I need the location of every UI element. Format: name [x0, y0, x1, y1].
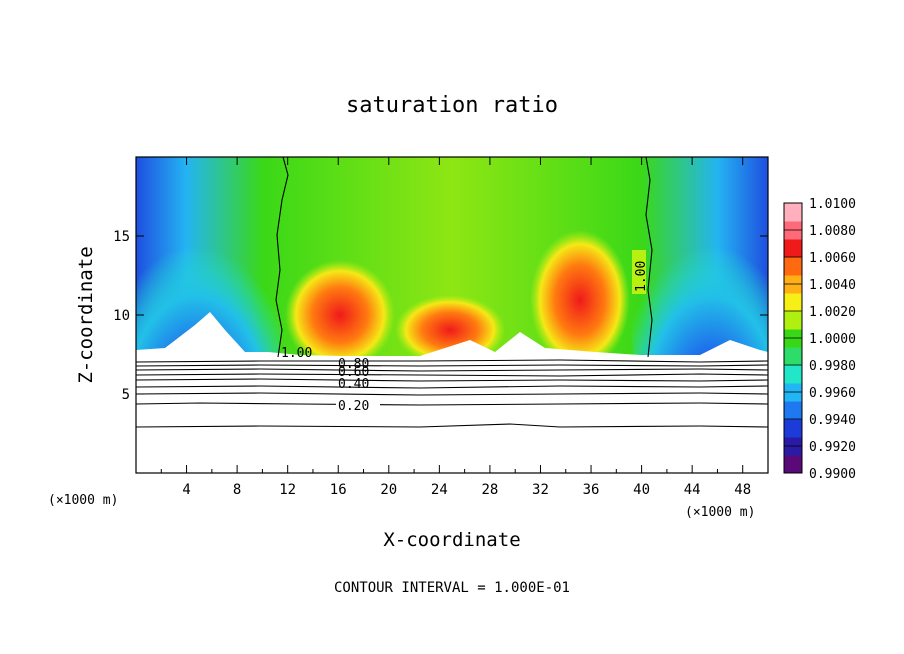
x-tick-label: 28 [481, 482, 498, 498]
x-tick-label: 40 [633, 482, 650, 498]
x-axis: 4 8 12 16 20 24 28 32 36 40 44 48 [160, 157, 751, 498]
x-tick-label: 24 [431, 482, 448, 498]
contour-lines [135, 156, 769, 428]
colorbar-tick-label: 1.0000 [809, 332, 856, 347]
colorbar-segment [784, 203, 802, 222]
y-tick-label: 15 [113, 229, 130, 245]
y-axis: 5 10 15 [113, 229, 768, 403]
contour-label-0-20: 0.20 [338, 399, 369, 414]
x-tick-label: 20 [380, 482, 397, 498]
x-tick-label: 36 [583, 482, 600, 498]
contour-label-right: 1.00 [634, 261, 649, 292]
x-unit-label: (×1000 m) [48, 493, 118, 508]
contour-label-0-80: 0.80 [338, 357, 369, 372]
colorbar-tick-label: 1.0060 [809, 251, 856, 266]
y-tick-label: 5 [122, 387, 130, 403]
contour-line-1-00-right [645, 156, 653, 358]
contour-line-0-50 [135, 378, 769, 382]
subsaturated-terrain [136, 312, 768, 473]
colorbar-tick-label: 1.0100 [809, 197, 856, 212]
chart-title: saturation ratio [346, 93, 558, 118]
colorbar-segment [784, 365, 802, 384]
colorbar-tick-label: 1.0080 [809, 224, 856, 239]
y-axis-title: Z-coordinate [75, 246, 97, 383]
contour-interval-note: CONTOUR INTERVAL = 1.000E-01 [334, 580, 570, 596]
contour-line-0-10 [135, 423, 769, 428]
colorbar-segment [784, 311, 802, 330]
contour-line-0-30 [135, 392, 769, 396]
y-unit-label: (×1000 m) [685, 505, 755, 520]
colorbar-segment [784, 455, 802, 474]
contour-label-0-60: 0.60 [338, 365, 369, 380]
contour-labels: 1.00 1.00 0.80 0.60 0.40 0.20 [281, 250, 649, 414]
contour-label-left: 1.00 [281, 346, 312, 361]
x-tick-label: 48 [734, 482, 751, 498]
plot-area [136, 157, 768, 473]
colorbar-segment [784, 401, 802, 420]
contour-line-0-80 [135, 364, 769, 367]
contour-line-0-60 [135, 373, 769, 377]
colorbar-tick-label: 0.9940 [809, 413, 856, 428]
x-axis-title: X-coordinate [383, 529, 520, 551]
contour-line-1-00-left [275, 156, 289, 358]
colorbar-tick-label: 0.9900 [809, 467, 856, 482]
x-tick-label: 8 [233, 482, 241, 498]
colorbar-tick-label: 0.9980 [809, 359, 856, 374]
colorbar-segment [784, 419, 802, 438]
y-tick-label: 10 [113, 308, 130, 324]
colorbar: 1.0100 1.0080 1.0060 1.0040 1.0020 1.0000 0.99… [783, 197, 856, 482]
contour-line-0-90 [135, 359, 769, 363]
colorbar-segment [784, 293, 802, 312]
contour-line-0-40 [135, 385, 769, 389]
x-tick-label: 32 [532, 482, 549, 498]
colorbar-segment [784, 239, 802, 258]
x-tick-label: 16 [330, 482, 347, 498]
contour-line-0-20 [135, 402, 769, 406]
colorbar-tick-label: 1.0020 [809, 305, 856, 320]
contour-label-0-40: 0.40 [338, 377, 369, 392]
supersat-region-3 [530, 230, 630, 370]
supersat-region-1 [285, 260, 395, 370]
contour-line-0-70 [135, 368, 769, 372]
colorbar-tick-label: 0.9960 [809, 386, 856, 401]
x-tick-label: 4 [182, 482, 190, 498]
x-tick-label: 12 [279, 482, 296, 498]
x-tick-label: 44 [684, 482, 701, 498]
colorbar-tick-label: 1.0040 [809, 278, 856, 293]
colorbar-segment [784, 347, 802, 366]
colorbar-tick-label: 0.9920 [809, 440, 856, 455]
colorbar-segment [784, 257, 802, 276]
